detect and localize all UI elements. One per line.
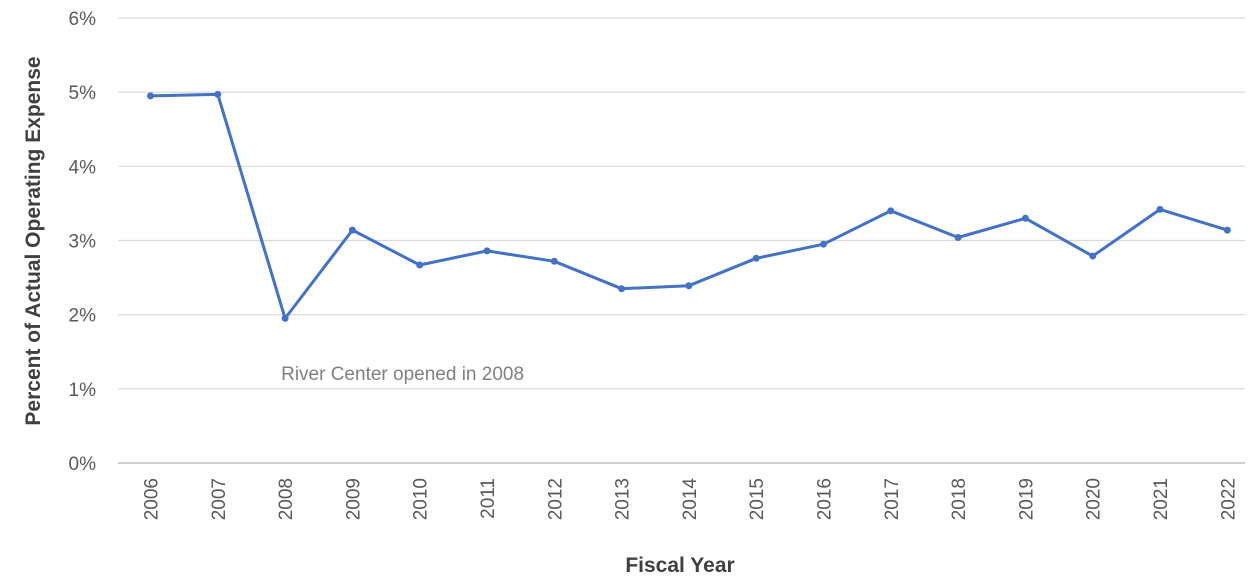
data-point-2011 [483,247,491,255]
y-tick-label-4: 4% [69,157,97,178]
y-axis-ticks: 0% 1% 2% 3% 4% 5% 6% [69,9,97,475]
data-point-2022 [1223,226,1231,234]
gridlines [118,17,1245,464]
x-tick-label-2013: 2013 [613,478,634,520]
x-tick-label-2012: 2012 [545,478,566,520]
data-point-2021 [1156,205,1164,213]
data-point-2012 [550,257,558,265]
x-tick-label-2014: 2014 [680,478,701,521]
data-point-2015 [752,254,760,262]
x-tick-label-2007: 2007 [209,478,230,520]
x-tick-label-2015: 2015 [747,478,768,520]
data-point-2013 [618,285,626,293]
data-point-2017 [887,207,895,215]
x-tick-label-2006: 2006 [142,478,163,520]
x-tick-label-2022: 2022 [1218,478,1239,520]
x-tick-label-2011: 2011 [478,478,499,519]
data-point-2018 [954,234,962,242]
data-point-2008 [281,314,289,322]
y-tick-label-3: 3% [69,232,97,253]
data-point-2019 [1021,214,1029,222]
y-tick-label-1: 1% [69,380,97,401]
x-tick-label-2016: 2016 [815,478,836,520]
x-axis-ticks: 2006 2007 2008 2009 2010 2011 2012 2013 2014 2015… [142,478,1240,521]
x-tick-label-2020: 2020 [1084,478,1105,520]
data-point-2007 [214,90,222,98]
annotation-river-center: River Center opened in 2008 [281,364,524,385]
data-point-2009 [348,226,356,234]
y-axis-title: Percent of Actual Operating Expense [22,56,45,425]
x-tick-label-2018: 2018 [949,478,970,520]
x-tick-label-2008: 2008 [276,478,297,520]
x-tick-label-2010: 2010 [411,478,432,520]
y-tick-label-6: 6% [69,9,97,30]
x-axis-title: Fiscal Year [625,554,734,577]
data-point-2014 [685,282,693,290]
data-point-2010 [416,261,424,269]
data-point-2020 [1089,252,1097,260]
x-tick-label-2019: 2019 [1016,478,1037,520]
y-tick-label-5: 5% [69,83,97,104]
y-tick-label-2: 2% [69,306,97,327]
x-tick-label-2009: 2009 [343,478,364,520]
series-layer [147,90,1231,322]
x-tick-label-2021: 2021 [1151,478,1172,520]
x-tick-label-2017: 2017 [882,478,903,520]
data-point-2006 [147,92,154,100]
data-point-2016 [820,240,827,248]
y-tick-label-0: 0% [69,454,97,475]
